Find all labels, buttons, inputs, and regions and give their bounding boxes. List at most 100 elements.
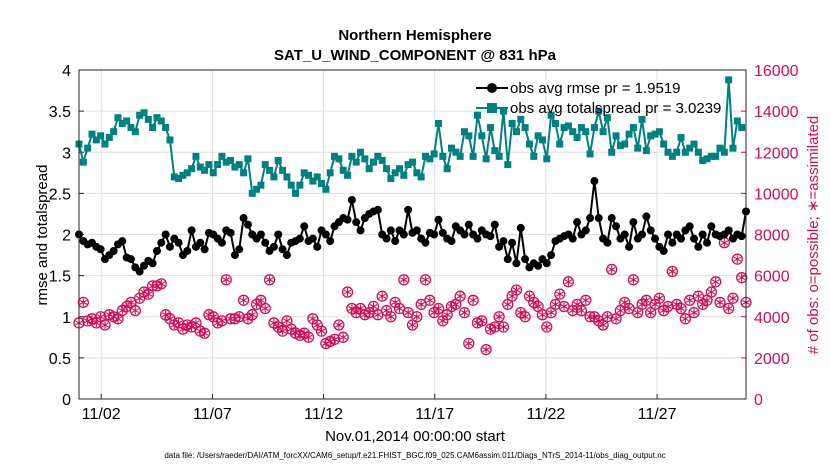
rmse-point [256, 230, 265, 239]
totalspread-point [668, 152, 676, 160]
y-right-tick-label: 2000 [754, 351, 790, 368]
obs-possible-point [233, 311, 245, 323]
obs-assimilated-point [317, 327, 326, 336]
obs-assimilated-point [426, 296, 434, 305]
rmse-point [109, 246, 118, 255]
totalspread-point [244, 155, 252, 163]
totalspread-point [612, 132, 620, 140]
obs-assimilated-point [521, 312, 529, 321]
obs-possible-point [333, 319, 345, 331]
asterisk-stroke [96, 314, 105, 320]
rmse-point [603, 238, 612, 247]
rmse-point [313, 242, 322, 251]
obs-assimilated-point [547, 308, 555, 317]
obs-assimilated-point [283, 316, 291, 325]
totalspread-point [209, 169, 217, 177]
rmse-point [625, 242, 634, 251]
asterisk-stroke [369, 303, 378, 309]
rmse-point [165, 242, 174, 251]
totalspread-point [318, 180, 326, 188]
totalspread-point [495, 152, 503, 160]
y-tick-label: 3 [62, 145, 71, 162]
rmse-series [75, 177, 750, 276]
asterisk-stroke [209, 314, 218, 320]
rmse-point [659, 246, 668, 255]
totalspread-point [439, 152, 447, 160]
rmse-point [646, 226, 655, 235]
asterisk-stroke [317, 328, 326, 334]
asterisk-stroke [729, 295, 737, 301]
totalspread-point [534, 132, 542, 140]
obs-assimilated-point [690, 308, 698, 317]
obs-assimilated-point [395, 304, 404, 313]
totalspread-point [564, 122, 572, 130]
rmse-point [196, 238, 205, 247]
totalspread-point [651, 130, 659, 138]
rmse-point [651, 234, 660, 243]
asterisk-stroke [551, 301, 560, 307]
obs-assimilated-point [603, 312, 612, 321]
totalspread-point [421, 152, 429, 160]
obs-assimilated-point [465, 339, 473, 348]
rmse-point [382, 234, 391, 243]
obs-assimilated-point [542, 323, 551, 332]
legend: obs avg rmse pr = 1.9519 obs avg totalsp… [476, 80, 721, 117]
rmse-point [356, 226, 365, 235]
asterisk-stroke [387, 314, 395, 320]
obs-assimilated-point [239, 296, 248, 305]
totalspread-point [114, 114, 122, 122]
rmse-point [230, 251, 239, 260]
obs-possible-point [276, 325, 289, 337]
totalspread-point [504, 161, 512, 169]
totalspread-point [599, 128, 607, 136]
rmse-point [217, 238, 226, 247]
totalspread-point [253, 185, 261, 193]
totalspread-point [170, 173, 178, 181]
obs-assimilated-point [716, 298, 724, 307]
asterisk-stroke [434, 306, 443, 312]
rmse-point [703, 238, 712, 247]
asterisk-stroke [235, 314, 244, 320]
obs-possible-point [497, 321, 510, 333]
totalspread-point [677, 133, 685, 141]
asterisk-stroke [664, 303, 672, 309]
totalspread-series [75, 76, 746, 197]
totalspread-point [473, 111, 481, 119]
obs-assimilated-point [504, 300, 512, 309]
rmse-point [586, 214, 595, 223]
obs-assimilated-point [157, 279, 166, 288]
asterisk-stroke [404, 310, 412, 316]
totalspread-point [105, 133, 113, 141]
obs-assimilated-point [114, 314, 122, 323]
asterisk-stroke [737, 275, 746, 281]
obs-assimilated-point [677, 304, 685, 313]
obs-assimilated-point [335, 320, 343, 329]
obs-possible-point [337, 331, 349, 343]
obs-possible-point [315, 325, 328, 337]
asterisk-stroke [655, 295, 664, 301]
asterisk-stroke [257, 297, 265, 303]
totalspread-point [530, 152, 538, 160]
rmse-point [274, 230, 283, 239]
obs-possible-point [419, 274, 432, 286]
asterisk-stroke [659, 308, 668, 314]
totalspread-point [560, 124, 568, 132]
obs-possible-point [341, 286, 354, 298]
totalspread-point [153, 114, 161, 122]
totalspread-point [712, 152, 720, 160]
obs-assimilated-point [555, 290, 564, 299]
totalspread-point [426, 155, 434, 163]
rmse-point [698, 230, 707, 239]
totalspread-point [582, 128, 590, 136]
asterisk-stroke [625, 306, 633, 312]
rmse-point [581, 226, 590, 235]
totalspread-point [287, 181, 295, 189]
asterisk-stroke [174, 320, 183, 326]
rmse-point [174, 238, 183, 247]
totalspread-point [729, 144, 737, 152]
asterisk-stroke [274, 324, 283, 330]
totalspread-point [227, 156, 235, 164]
plot-area [73, 76, 752, 356]
